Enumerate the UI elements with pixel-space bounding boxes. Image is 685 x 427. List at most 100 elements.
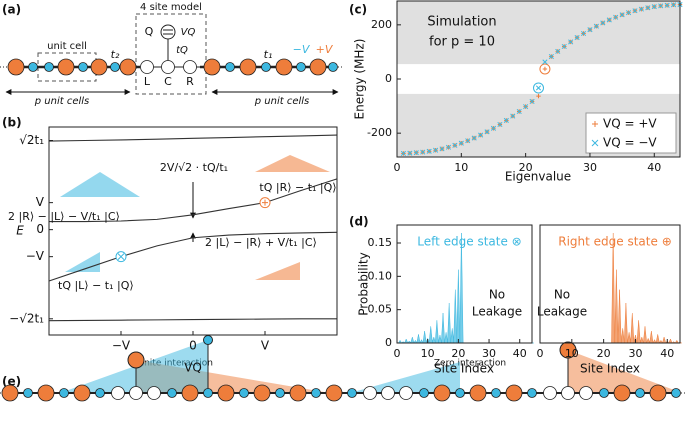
unit-cells-label: p unit cells	[34, 96, 90, 107]
site	[289, 384, 307, 402]
site	[649, 384, 667, 402]
x-tick-label: 0	[189, 339, 197, 353]
scatter-point	[452, 142, 458, 148]
annotation: tQ |L⟩ − t₁ |Q⟩	[58, 279, 134, 292]
site	[44, 62, 54, 72]
site	[239, 388, 249, 398]
probability-spike	[416, 334, 421, 344]
x-tick-label: 40	[647, 161, 661, 174]
site	[579, 386, 593, 400]
scatter-point	[593, 23, 599, 29]
scatter-point	[651, 4, 657, 10]
site	[635, 388, 645, 398]
probability-spike	[646, 337, 651, 344]
scatter-point	[465, 138, 471, 144]
probability-spike	[662, 336, 667, 344]
site	[183, 60, 197, 74]
x-tick-label: 10	[454, 161, 468, 174]
probability-spike	[630, 312, 635, 344]
y-tick-label: 0.05	[368, 303, 393, 316]
site	[37, 384, 55, 402]
site	[543, 386, 557, 400]
y-tick-label: 0.10	[368, 269, 393, 282]
probability-spike	[611, 232, 616, 344]
x-tick-label: 0	[394, 161, 401, 174]
site	[559, 341, 577, 359]
site	[217, 384, 235, 402]
x-tick-label: 40	[513, 347, 527, 360]
site	[455, 388, 465, 398]
energy-line	[48, 318, 337, 322]
annotation: Leakage	[472, 305, 522, 319]
site	[28, 62, 38, 72]
site	[73, 384, 91, 402]
probability-spike	[668, 338, 673, 344]
y-tick-label: 0	[36, 222, 44, 236]
site	[311, 388, 321, 398]
site	[95, 388, 105, 398]
plot-frame	[539, 224, 681, 344]
unit-cells-label: p unit cells	[254, 96, 310, 107]
probability-spike	[410, 336, 415, 344]
scatter-point	[542, 59, 548, 65]
scatter-point	[407, 150, 413, 156]
site	[399, 386, 413, 400]
scatter-point	[542, 66, 548, 72]
probability-spike	[453, 289, 458, 344]
state-wedge	[568, 350, 682, 393]
site	[1, 384, 19, 402]
panel-label: (e)	[2, 375, 21, 389]
y-axis-label: Probability	[357, 252, 371, 315]
site	[309, 58, 327, 76]
legend-symbol	[591, 139, 599, 147]
panel-label: (a)	[2, 3, 21, 17]
edge-state-circle	[539, 63, 551, 75]
legend-label: VQ = +V	[603, 117, 657, 131]
caption: Zero interaction	[434, 359, 506, 369]
site	[561, 386, 575, 400]
site	[381, 386, 395, 400]
x-tick-label: 30	[583, 161, 597, 174]
site-label: C	[164, 75, 172, 88]
probability-spike	[456, 269, 461, 344]
site	[275, 58, 293, 76]
x-axis-label: VQ	[184, 361, 202, 375]
annotation: tQ |R⟩ − t₁ |Q⟩	[259, 181, 336, 194]
probability-spike	[434, 320, 439, 344]
site	[23, 388, 33, 398]
scatter-point	[632, 8, 638, 14]
energy-line	[48, 134, 338, 142]
probability-spike	[655, 334, 660, 344]
state-icon	[255, 262, 300, 280]
panel-title: Right edge state ⊕	[558, 235, 672, 249]
state-icon	[255, 155, 330, 172]
scatter-point	[529, 98, 535, 105]
scatter-point	[497, 121, 503, 128]
y-tick-label: 0	[385, 336, 392, 349]
scatter-point	[536, 93, 541, 99]
site	[419, 388, 429, 398]
x-axis-label: Site Index	[580, 362, 640, 376]
site	[433, 384, 451, 402]
y-tick-label: 200	[371, 18, 392, 31]
probability-spike	[636, 320, 641, 344]
probability-spike	[459, 232, 464, 344]
x-tick-label: 20	[519, 161, 533, 174]
probability-spike	[614, 269, 619, 344]
site	[127, 351, 145, 369]
state-icon	[65, 252, 100, 272]
probability-spike	[639, 336, 644, 344]
scatter-point	[445, 144, 452, 150]
hopping-label: t₁	[264, 48, 273, 61]
y-axis-label: E	[16, 224, 24, 238]
site	[328, 62, 338, 72]
site	[505, 384, 523, 402]
probability-spike	[627, 332, 632, 344]
y-tick-label: 0	[385, 72, 392, 85]
energy-line	[49, 178, 338, 223]
hopping-label: tQ	[176, 45, 188, 56]
probability-spike	[623, 302, 628, 344]
site	[110, 62, 120, 72]
site	[325, 384, 343, 402]
y-axis-label: Energy (MHz)	[353, 39, 367, 120]
